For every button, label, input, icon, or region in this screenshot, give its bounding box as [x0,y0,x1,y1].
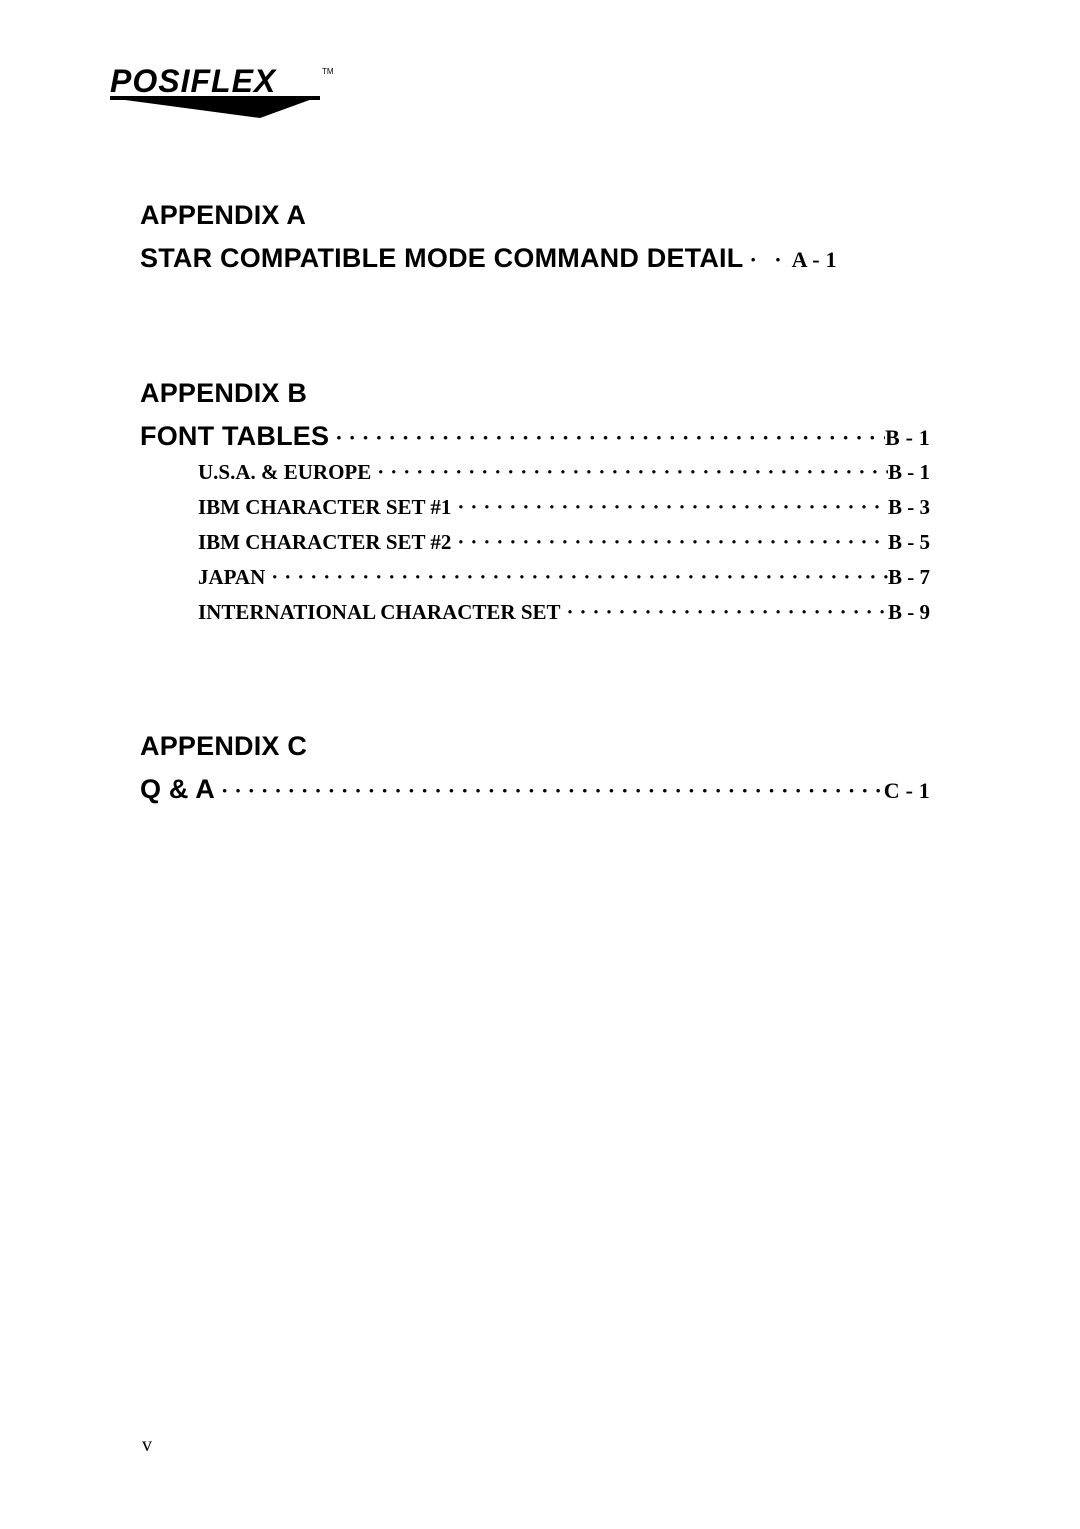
toc-sub-label: IBM CHARACTER SET #1 [198,495,451,520]
appendix-a-page: A - 1 [792,247,837,273]
toc-sub-page: B - 7 [888,565,930,590]
appendix-c-heading: APPENDIX C [140,731,930,762]
appendix-b-title: FONT TABLES [140,421,329,452]
toc-dots [451,495,888,520]
toc-sub-page: B - 1 [888,460,930,485]
svg-text:POSIFLEX: POSIFLEX [110,63,277,99]
toc-dots [215,778,884,804]
toc-sub-label: U.S.A. & EUROPE [198,460,371,485]
toc-sub-item: JAPAN B - 7 [198,565,930,590]
toc-dots [371,460,888,485]
appendix-a-heading: APPENDIX A [140,200,930,231]
toc-sub-label: INTERNATIONAL CHARACTER SET [198,600,561,625]
toc-sub-page: B - 5 [888,530,930,555]
toc-sub-item: IBM CHARACTER SET #2 B - 5 [198,530,930,555]
toc-sub-page: B - 3 [888,495,930,520]
toc-dots [329,425,885,451]
appendix-a-title: STAR COMPATIBLE MODE COMMAND DETAIL [140,243,743,274]
toc-sub-item: INTERNATIONAL CHARACTER SET B - 9 [198,600,930,625]
brand-logo: POSIFLEX TM [110,60,340,130]
svg-text:TM: TM [322,67,334,76]
toc-dots: · · [743,247,791,273]
toc-sub-label: IBM CHARACTER SET #2 [198,530,451,555]
toc-dots [451,530,888,555]
appendix-b-title-line: FONT TABLES B - 1 [140,421,930,452]
appendix-c-title: Q & A [140,774,215,805]
page-number: v [142,1434,152,1457]
toc-content: APPENDIX A STAR COMPATIBLE MODE COMMAND … [140,200,930,813]
appendix-a-title-line: STAR COMPATIBLE MODE COMMAND DETAIL · · … [140,243,930,274]
page: POSIFLEX TM APPENDIX A STAR COMPATIBLE M… [0,0,1080,1529]
appendix-c-title-line: Q & A C - 1 [140,774,930,805]
appendix-c-page: C - 1 [884,778,930,804]
appendix-b-heading: APPENDIX B [140,378,930,409]
toc-sub-page: B - 9 [888,600,930,625]
toc-dots [265,565,888,590]
appendix-b-page: B - 1 [885,425,930,451]
posiflex-logo-icon: POSIFLEX TM [110,60,340,130]
toc-dots [561,600,888,625]
toc-sub-item: IBM CHARACTER SET #1 B - 3 [198,495,930,520]
toc-sub-label: JAPAN [198,565,265,590]
toc-sub-item: U.S.A. & EUROPE B - 1 [198,460,930,485]
